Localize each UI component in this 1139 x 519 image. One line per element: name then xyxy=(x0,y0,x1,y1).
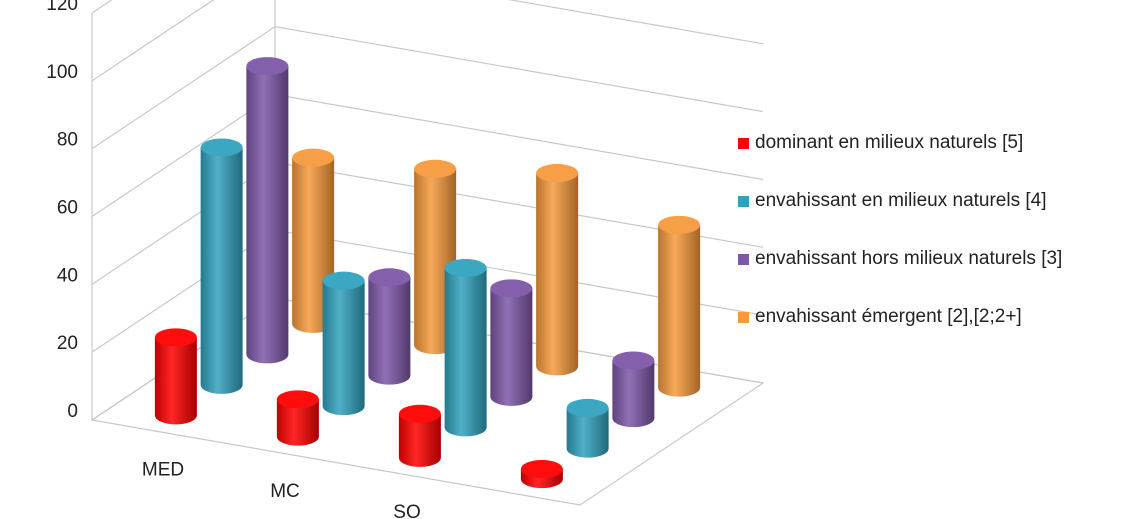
bar-mc-series-0 xyxy=(276,390,319,446)
bar-pyr-series-2 xyxy=(612,351,655,428)
bar-body xyxy=(368,277,411,385)
y-tick-label: 60 xyxy=(57,198,78,219)
bar-body xyxy=(200,147,243,394)
legend-swatch xyxy=(738,254,749,265)
bar-top xyxy=(612,351,655,370)
legend-item: envahissant hors milieux naturels [3] xyxy=(738,246,1138,304)
bar-mc-series-2 xyxy=(368,268,411,385)
bar-so-series-3 xyxy=(536,164,579,376)
bar-top xyxy=(398,404,441,423)
bar-top xyxy=(566,398,609,417)
bar-top xyxy=(246,57,289,76)
bar-pyr-series-1 xyxy=(566,398,609,458)
legend-swatch xyxy=(738,312,749,323)
gridline xyxy=(91,26,764,150)
bar-top xyxy=(154,328,197,347)
bar-body xyxy=(276,399,319,446)
bar-so-series-1 xyxy=(444,258,487,437)
bars xyxy=(154,57,701,489)
bar-body xyxy=(612,360,655,428)
bar-top xyxy=(368,268,411,287)
bar-top xyxy=(414,159,457,178)
bar-med-series-0 xyxy=(154,328,197,425)
bar-body xyxy=(658,224,701,397)
bar-body xyxy=(154,337,197,425)
bar-top xyxy=(520,459,563,478)
gridline xyxy=(91,0,113,14)
bar-body xyxy=(246,66,289,364)
legend-item: envahissant en milieux naturels [4] xyxy=(738,188,1138,246)
bar-top xyxy=(200,138,243,157)
y-tick-label: 80 xyxy=(57,130,78,151)
bar-top xyxy=(536,164,579,183)
y-axis-ticks: 0 20 40 60 80 100 120 xyxy=(46,0,78,422)
legend-label: dominant en milieux naturels [5] xyxy=(755,132,1024,153)
bar-top xyxy=(490,279,533,298)
bar-pyr-series-3 xyxy=(658,215,701,397)
legend-item: envahissant émergent [2],[2;2+] xyxy=(738,304,1138,362)
bar-body xyxy=(444,267,487,437)
bar-pyr-series-0 xyxy=(520,459,563,489)
bar-med-series-2 xyxy=(246,57,289,364)
legend-swatch xyxy=(738,138,749,149)
legend: dominant en milieux naturels [5] envahiss… xyxy=(738,130,1138,362)
bar-top xyxy=(444,258,487,277)
y-tick-label: 40 xyxy=(57,265,78,286)
bar-body xyxy=(566,407,609,458)
x-tick-label: MED xyxy=(142,460,184,481)
bar-body xyxy=(490,288,533,406)
x-tick-label: SO xyxy=(393,502,420,519)
bar-body xyxy=(322,280,365,416)
y-tick-label: 100 xyxy=(46,62,78,83)
bar-so-series-2 xyxy=(490,279,533,406)
legend-label: envahissant en milieux naturels [4] xyxy=(755,190,1047,211)
legend-swatch xyxy=(738,196,749,207)
legend-label: envahissant émergent [2],[2;2+] xyxy=(755,306,1022,327)
legend-label: envahissant hors milieux naturels [3] xyxy=(755,248,1063,269)
bar-body xyxy=(398,413,441,467)
y-tick-label: 0 xyxy=(67,401,78,422)
bar-top xyxy=(322,271,365,290)
bar-top xyxy=(276,390,319,409)
y-tick-label: 20 xyxy=(57,333,78,354)
gridline xyxy=(91,0,764,82)
x-axis-ticks: MEDMCSOPYR xyxy=(142,460,421,519)
bar-med-series-1 xyxy=(200,138,243,394)
x-tick-label: MC xyxy=(270,481,300,502)
bar-body xyxy=(536,173,579,376)
bar-top xyxy=(292,148,335,167)
bar-top xyxy=(658,215,701,234)
legend-item: dominant en milieux naturels [5] xyxy=(738,130,1138,188)
y-tick-label: 120 xyxy=(46,0,78,15)
bar-so-series-0 xyxy=(398,404,441,467)
bar-mc-series-1 xyxy=(322,271,365,416)
